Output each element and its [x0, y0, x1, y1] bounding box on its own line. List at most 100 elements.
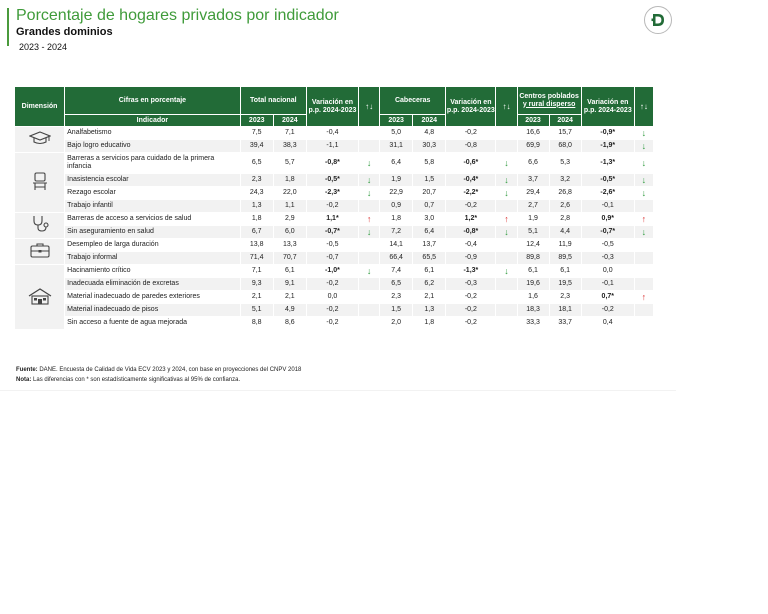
centros-2023-value: 5,1 [517, 226, 549, 238]
total-2023-value: 7,1 [251, 267, 262, 274]
table-row: Rezago escolar 24,3 22,0 -2,3* ↓ 22,9 20,7 -2,2… [15, 187, 653, 199]
cabeceras-2024-value: 65,5 [413, 252, 446, 264]
centros-2023-value: 1,9 [528, 215, 538, 222]
total-2023-value: 2,1 [251, 293, 262, 300]
total-2024-value: 6,1 [284, 267, 295, 274]
total-2023-value: 1,3 [240, 200, 273, 212]
cabeceras-variation-value: -0,2 [464, 129, 477, 136]
cabeceras-2023-value: 22,9 [389, 189, 403, 196]
centros-2024-value: 19,5 [549, 278, 581, 290]
total-variation-value: -0,2 [306, 200, 359, 212]
centros-2023-value: 1,6 [528, 293, 538, 300]
total-2023-header: 2023 [240, 115, 273, 126]
centros-variation-value: -1,3* [600, 159, 616, 166]
total-2024-value: 13,3 [283, 241, 297, 248]
centros-2024-value: 33,7 [558, 319, 572, 326]
cabeceras-variation-value: -0,8 [446, 140, 496, 152]
table-row: Sin acceso a fuente de agua mejorada 8,8 8… [15, 317, 653, 329]
source-note: Fuente: DANE. Encuesta de Calidad de Vid… [16, 365, 301, 375]
total-variation-value: -0,8* [325, 159, 340, 166]
centros-variation-value: -0,7* [581, 226, 634, 238]
significance-note: Nota: Las diferencias con * son estadíst… [16, 375, 301, 385]
total-variation-value: -2,3* [325, 189, 340, 196]
centros-arrow-down-icon: ↓ [634, 174, 653, 186]
total-variation-value: -1,1 [306, 140, 359, 152]
centros-arrow-cell [634, 278, 653, 290]
total-variation-value: -0,4 [326, 129, 339, 136]
total-2023-value: 71,4 [240, 252, 273, 264]
centros-variation-value: 0,7* [601, 293, 615, 300]
total-variation-value: -0,7 [306, 252, 359, 264]
indicator-label: Desempleo de larga duración [67, 241, 159, 248]
cabeceras-2024-value: 6,2 [413, 278, 446, 290]
total-arrow-down-icon: ↓ [366, 188, 372, 198]
centros-arrow-down-icon: ↓ [641, 128, 647, 138]
cabeceras-2024-value: 0,7 [413, 200, 446, 212]
centros-2023-header: 2023 [517, 115, 549, 126]
total-variation-value: 0,0 [327, 293, 338, 300]
centros-line1: Centros poblados [519, 92, 579, 100]
variacion-cabeceras-header: Variación en p.p. 2024-2023 [446, 87, 496, 126]
indicator-label: Rezago escolar [67, 189, 116, 196]
briefcase-icon [29, 243, 51, 260]
indicator-label: Trabajo infantil [65, 200, 240, 212]
centros-arrow-cell [635, 317, 653, 329]
centros-2024-value: 6,1 [560, 267, 571, 274]
cabeceras-2024-value: 1,8 [424, 319, 435, 326]
cabeceras-2023-value: 1,8 [391, 215, 401, 222]
centros-2023-value: 69,9 [517, 140, 549, 152]
total-variation-value: -0,2 [306, 304, 359, 316]
centros-2024-value: 89,5 [549, 252, 581, 264]
total-2023-value: 8,8 [251, 319, 262, 326]
total-2024-value: 7,1 [284, 129, 295, 136]
cabeceras-arrow-cell [496, 304, 517, 316]
centros-arrow-cell [635, 239, 653, 251]
centros-arrow-down-icon: ↓ [634, 140, 653, 152]
centros-arrow-cell [634, 304, 653, 316]
indicator-label: Barreras a servicios para cuidado de la … [67, 155, 215, 170]
centros-variation-value: -0,1 [581, 200, 634, 212]
centros-variation-value: -0,9* [600, 129, 616, 136]
cabeceras-2023-value: 1,5 [380, 304, 413, 316]
cabeceras-2023-value: 5,0 [391, 129, 401, 136]
centros-line2: y rural disperso [522, 100, 576, 108]
indicator-label: Sin acceso a fuente de agua mejorada [67, 319, 188, 326]
total-2024-value: 38,3 [273, 140, 306, 152]
centros-variation-value: 0,9* [601, 215, 615, 222]
bottom-separator [0, 390, 676, 391]
arrows-total-header: ↑↓ [359, 87, 380, 126]
indicator-label: Trabajo informal [65, 252, 240, 264]
table-row: Barreras a servicios para cuidado de la … [15, 153, 653, 212]
centros-2023-value: 16,6 [526, 129, 540, 136]
centros-2024-value: 2,8 [560, 215, 571, 222]
centros-poblados-header: Centros poblados y rural disperso [517, 87, 581, 114]
indicator-label: Hacinamiento crítico [67, 267, 131, 274]
year-range: 2023 - 2024 [19, 42, 68, 52]
dimension-cell [15, 239, 65, 264]
total-arrow-cell [359, 291, 379, 303]
centros-variation-value: -0,2 [581, 304, 634, 316]
cabeceras-2024-value: 20,7 [422, 189, 437, 196]
source-label: Fuente: [16, 367, 38, 373]
centros-2024-value: 11,9 [558, 241, 572, 248]
cabeceras-2023-value: 6,4 [391, 159, 401, 166]
table-row: Material inadecuado de paredes exteriore… [15, 291, 653, 303]
variacion-total-header: Variación en p.p. 2024-2023 [306, 87, 359, 126]
note-text: Las diferencias con * son estadísticamen… [33, 377, 241, 383]
cabeceras-2024-value: 5,8 [424, 159, 435, 166]
cabeceras-variation-value: -0,4* [446, 174, 496, 186]
centros-variation-value: -0,5 [601, 241, 614, 248]
cabeceras-2023-value: 66,4 [380, 252, 413, 264]
centros-2023-value: 89,8 [517, 252, 549, 264]
indicator-label: Bajo logro educativo [65, 140, 240, 152]
cabeceras-2023-value: 2,3 [391, 293, 401, 300]
cabeceras-variation-value: -2,2* [463, 189, 479, 196]
centros-variation-value: -1,9* [581, 140, 634, 152]
cabeceras-arrow-up-icon: ↑ [504, 214, 509, 224]
centros-2024-value: 18,1 [549, 304, 581, 316]
cabeceras-2024-value: 6,1 [424, 267, 435, 274]
cabeceras-variation-value: 1,2* [464, 215, 478, 222]
total-arrow-cell [359, 239, 379, 251]
centros-arrow-cell [634, 252, 653, 264]
table-row: Trabajo informal 71,4 70,7 -0,7 66,4 65,5 -0,9… [15, 252, 653, 264]
